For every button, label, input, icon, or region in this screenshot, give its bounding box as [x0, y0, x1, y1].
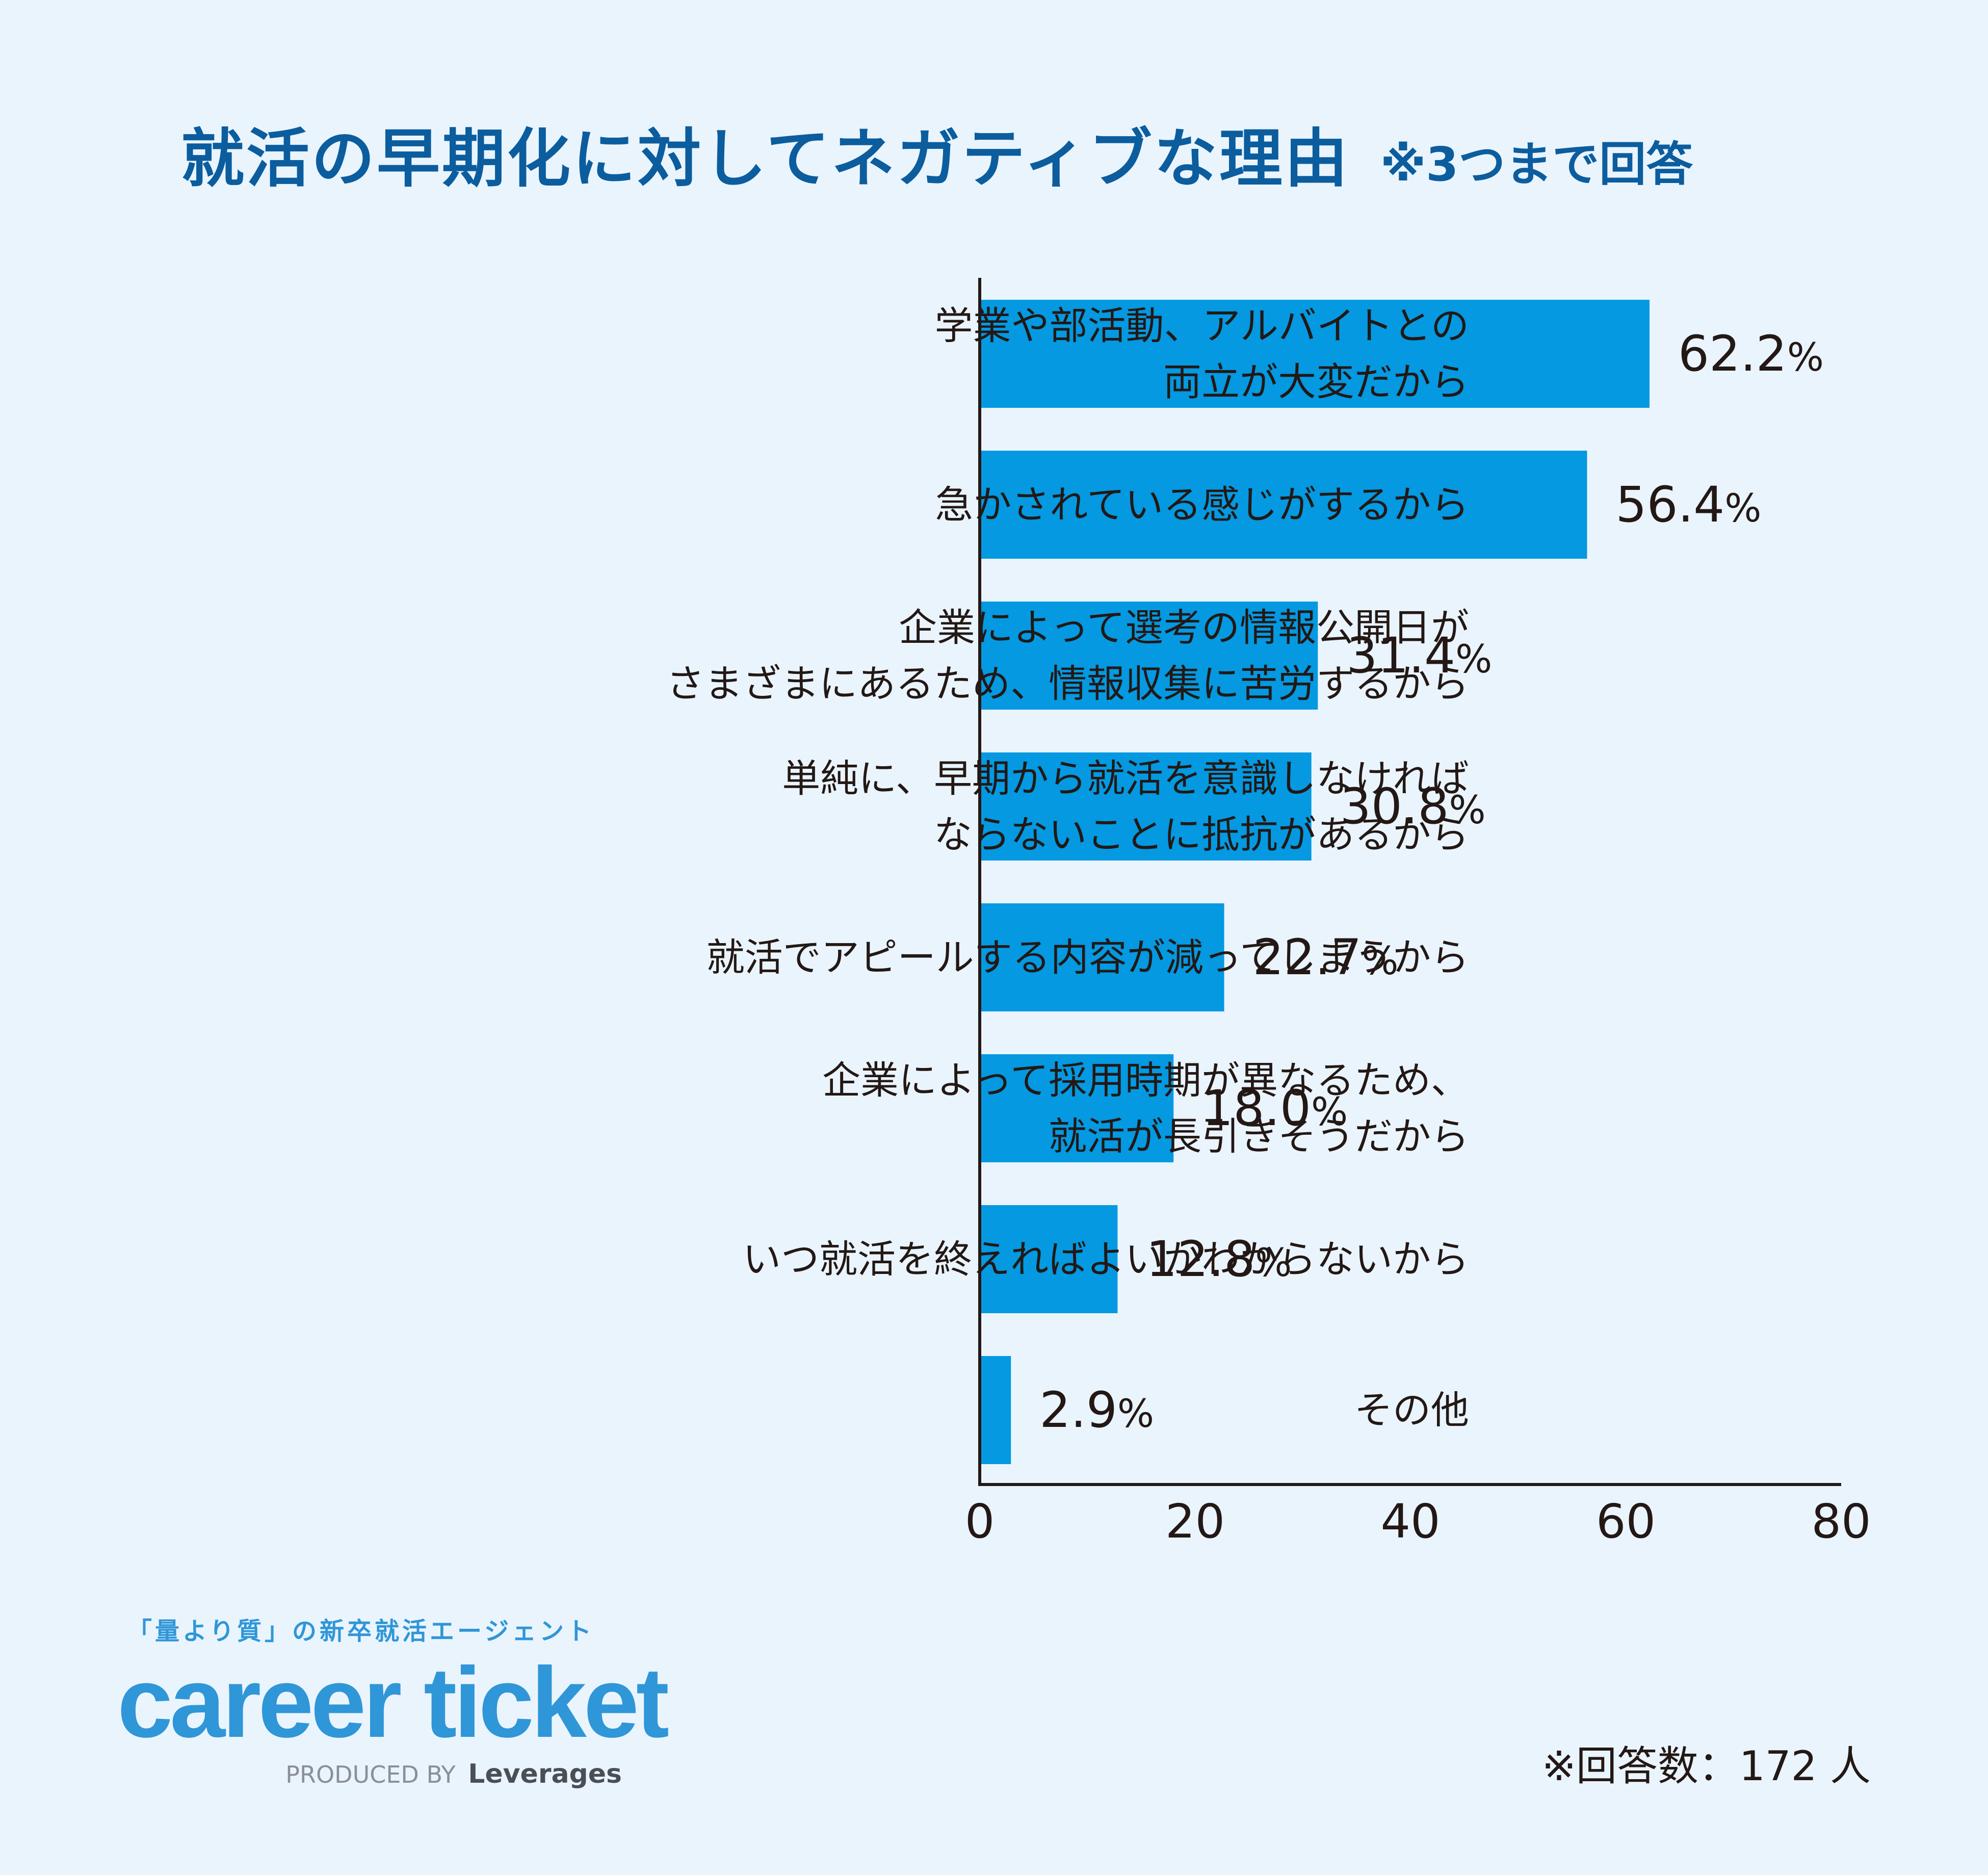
- value-unit: %: [1255, 1240, 1292, 1285]
- category-label-line: 両立が大変だから: [1163, 359, 1469, 404]
- value-label-5: 22.7%: [1253, 929, 1399, 989]
- value-unit: %: [1724, 485, 1762, 531]
- chart-subtitle: ※3つまで回答: [1380, 137, 1693, 192]
- category-label-line: 就活でアピールする内容が減ってしまうから: [706, 935, 1469, 980]
- bar-6: [980, 1054, 1174, 1162]
- produced-by: PRODUCED BY Leverages: [117, 1759, 622, 1789]
- company-name: Leverages: [468, 1759, 622, 1789]
- category-label-line: さまざまにあるため、情報収集に苦労するから: [666, 661, 1469, 706]
- category-label-2: 急かされている感じがするから: [552, 477, 1469, 533]
- category-label-4: 単純に、早期から就活を意識しなければならないことに抵抗があるから: [552, 750, 1469, 863]
- value-label-4: 30.8%: [1340, 778, 1486, 838]
- x-tick-label-40: 40: [1380, 1494, 1441, 1549]
- value-number: 12.8: [1146, 1231, 1255, 1288]
- value-number: 18.0: [1202, 1080, 1311, 1137]
- respondent-note: ※回答数：172 人: [1541, 1742, 1871, 1790]
- category-label-line: ならないことに抵抗があるから: [933, 812, 1469, 857]
- value-number: 31.4: [1346, 627, 1456, 684]
- value-unit: %: [1449, 787, 1486, 832]
- value-label-3: 31.4%: [1346, 628, 1492, 687]
- bar-7: [980, 1205, 1118, 1313]
- value-number: 30.8: [1340, 778, 1449, 835]
- category-label-line: 企業によって採用時期が異なるため、: [822, 1058, 1469, 1103]
- category-label-3: 企業によって選考の情報公開日がさまざまにあるため、情報収集に苦労するから: [552, 600, 1469, 712]
- value-unit: %: [1362, 938, 1399, 983]
- value-number: 62.2: [1678, 325, 1787, 382]
- category-label-line: 企業によって選考の情報公開日が: [898, 605, 1469, 650]
- value-unit: %: [1311, 1089, 1348, 1134]
- x-tick-label-20: 20: [1165, 1494, 1225, 1549]
- category-label-line: 就活が長引きそうだから: [1048, 1114, 1469, 1159]
- value-label-7: 12.8%: [1146, 1231, 1292, 1291]
- chart-title: 就活の早期化に対してネガティブな理由: [181, 122, 1350, 196]
- category-label-line: その他: [1354, 1388, 1469, 1433]
- category-label-line: いつ就活を終えればよいかわからないから: [742, 1237, 1469, 1282]
- value-label-6: 18.0%: [1202, 1080, 1348, 1140]
- category-label-line: 急かされている感じがするから: [935, 482, 1469, 527]
- bar-4: [980, 752, 1312, 861]
- value-unit: %: [1787, 334, 1824, 380]
- value-label-2: 56.4%: [1615, 477, 1761, 536]
- value-label-8: 2.9%: [1039, 1382, 1154, 1442]
- category-label-7: いつ就活を終えればよいかわからないから: [552, 1231, 1469, 1287]
- value-label-1: 62.2%: [1678, 326, 1824, 385]
- category-label-5: 就活でアピールする内容が減ってしまうから: [552, 929, 1469, 985]
- value-number: 2.9: [1039, 1382, 1117, 1439]
- chart-title-row: 就活の早期化に対してネガティブな理由 ※3つまで回答: [181, 107, 1812, 199]
- category-label-line: 学業や部活動、アルバイトとの: [934, 303, 1469, 348]
- value-unit: %: [1455, 636, 1493, 682]
- bar-1: [980, 300, 1650, 408]
- category-label-6: 企業によって採用時期が異なるため、就活が長引きそうだから: [552, 1052, 1469, 1164]
- bar-2: [980, 451, 1587, 559]
- bar-5: [980, 903, 1224, 1011]
- bar-8: [980, 1356, 1011, 1464]
- category-label-line: 単純に、早期から就活を意識しなければ: [782, 756, 1469, 801]
- value-unit: %: [1117, 1391, 1155, 1436]
- brand-tagline: 「量より質」の新卒就活エージェント: [127, 1617, 595, 1646]
- brand-logo: 「量より質」の新卒就活エージェント career ticket PRODUCED…: [117, 1611, 669, 1789]
- x-tick-label-0: 0: [964, 1494, 995, 1549]
- x-tick-label-60: 60: [1595, 1494, 1656, 1549]
- category-label-1: 学業や部活動、アルバイトとの両立が大変だから: [552, 298, 1469, 410]
- x-tick-label-80: 80: [1811, 1494, 1871, 1549]
- category-label-8: その他: [552, 1382, 1469, 1438]
- value-number: 22.7: [1252, 929, 1362, 986]
- produced-by-text: PRODUCED BY: [285, 1761, 456, 1788]
- bar-3: [980, 602, 1318, 710]
- value-number: 56.4: [1615, 476, 1725, 533]
- brand-name: career ticket: [117, 1647, 669, 1758]
